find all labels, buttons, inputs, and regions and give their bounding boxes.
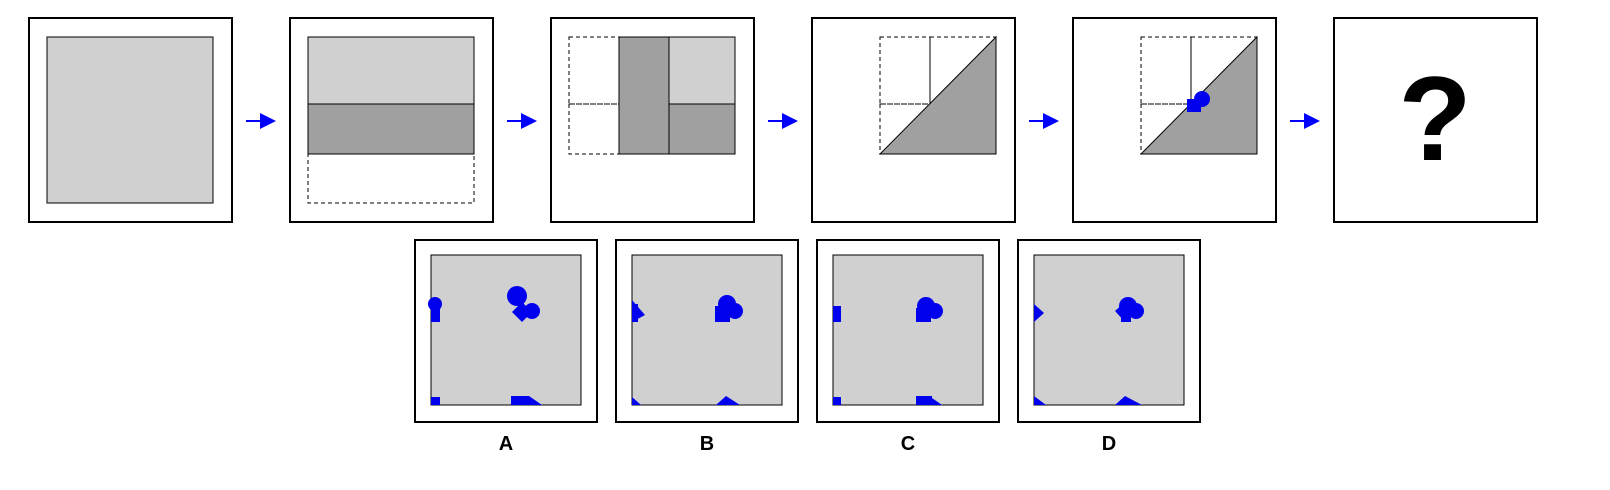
hole-punch-icon [632,295,743,405]
step-3-ghost-bottom-left [568,103,620,155]
step-2-panel [289,17,494,223]
option-b[interactable]: B [615,239,799,455]
step-2-ghost-area [307,153,475,204]
hole-punch-icon [1034,297,1144,405]
hole-punch-icon [428,286,542,405]
option-c-paper [832,254,984,406]
option-b-label: B [700,433,714,455]
hole-punch-icon [833,297,943,405]
option-a-label: A [499,433,513,455]
step-4-ghost-bottom-left [879,103,931,155]
step-4-panel [811,17,1016,223]
step-3-panel [550,17,755,223]
option-c[interactable]: C [816,239,1000,455]
question-mark: ? [1398,52,1471,186]
option-d-paper [1033,254,1185,406]
step-4-folded-triangle [878,35,997,155]
step-3-paper-top-right [668,36,736,105]
step-1-paper [46,36,214,204]
step-2-folded-layer [307,103,475,155]
step-5-ghost-bottom-left [1140,103,1192,155]
question-panel: ? [1333,17,1538,223]
option-b-paper [631,254,783,406]
step-5-panel [1072,17,1277,223]
option-a[interactable]: A [414,239,598,455]
step-2-paper-top [307,36,475,105]
step-1-panel [28,17,233,223]
hole-punch-icon [1187,91,1210,112]
option-d[interactable]: D [1017,239,1201,455]
option-a-paper [430,254,582,406]
step-3-paper-bottom-right [668,103,736,155]
option-d-label: D [1102,433,1116,455]
question-frame [1333,17,1538,223]
step-3-folded-strip [618,36,670,155]
option-c-label: C [901,433,915,455]
